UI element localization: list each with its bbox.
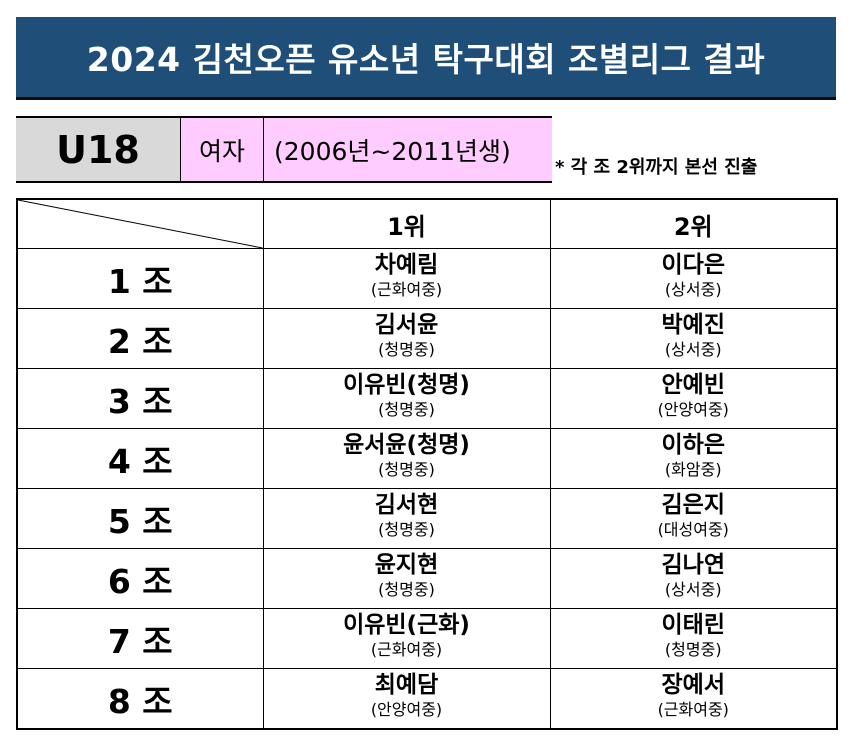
player-name: 김은지 bbox=[661, 492, 725, 518]
player-name: 김나연 bbox=[661, 552, 725, 578]
header-first-place: 1위 bbox=[262, 198, 551, 249]
player-name: 장예서 bbox=[661, 672, 725, 698]
table-row: 2 조 김서윤 (청명중) 박예진 (상서중) bbox=[16, 308, 838, 369]
table-row: 8 조 최예담 (안양여중) 장예서 (근화여중) bbox=[16, 668, 838, 730]
second-place-cell: 이태린 (청명중) bbox=[549, 608, 838, 669]
first-place-cell: 윤서윤(청명) (청명중) bbox=[262, 428, 551, 489]
first-place-cell: 차예림 (근화여중) bbox=[262, 248, 551, 309]
second-place-cell: 김나연 (상서중) bbox=[549, 548, 838, 609]
table-row: 1 조 차예림 (근화여중) 이다은 (상서중) bbox=[16, 248, 838, 309]
first-place-cell: 김서윤 (청명중) bbox=[262, 308, 551, 369]
player-name: 김서현 bbox=[374, 492, 439, 518]
player-name: 김서윤 bbox=[374, 312, 439, 338]
first-place-cell: 김서현 (청명중) bbox=[262, 488, 551, 549]
second-place-cell: 박예진 (상서중) bbox=[549, 308, 838, 369]
group-label: 7 조 bbox=[16, 608, 264, 669]
second-place-cell: 김은지 (대성여중) bbox=[549, 488, 838, 549]
header-second-place: 2위 bbox=[549, 198, 838, 249]
group-label: 2 조 bbox=[16, 308, 264, 369]
player-name: 이하은 bbox=[661, 432, 725, 458]
player-school: (청명중) bbox=[378, 520, 435, 539]
first-place-cell: 이유빈(근화) (근화여중) bbox=[262, 608, 551, 669]
category-row: U18 여자 (2006년~2011년생) bbox=[16, 116, 552, 183]
player-school: (안양여중) bbox=[657, 400, 729, 419]
table-row: 5 조 김서현 (청명중) 김은지 (대성여중) bbox=[16, 488, 838, 549]
table-row: 3 조 이유빈(청명) (청명중) 안예빈 (안양여중) bbox=[16, 368, 838, 429]
advancement-note: * 각 조 2위까지 본선 진출 bbox=[555, 157, 758, 178]
group-label: 1 조 bbox=[16, 248, 264, 309]
corner-cell bbox=[16, 198, 264, 249]
player-school: (안양여중) bbox=[370, 700, 443, 719]
player-name: 이유빈(청명) bbox=[343, 372, 470, 398]
header-row: 1위 2위 bbox=[16, 198, 838, 249]
player-name: 차예림 bbox=[374, 252, 439, 278]
category-years: (2006년~2011년생) bbox=[264, 118, 552, 181]
first-place-cell: 이유빈(청명) (청명중) bbox=[262, 368, 551, 429]
category-age: U18 bbox=[16, 118, 181, 181]
player-name: 박예진 bbox=[661, 312, 725, 338]
player-name: 이태린 bbox=[661, 612, 725, 638]
player-name: 윤서윤(청명) bbox=[343, 432, 470, 458]
player-school: (청명중) bbox=[378, 340, 435, 359]
player-name: 안예빈 bbox=[661, 372, 725, 398]
player-school: (청명중) bbox=[378, 400, 435, 419]
player-name: 윤지현 bbox=[374, 552, 439, 578]
group-label: 8 조 bbox=[16, 668, 264, 730]
group-label: 6 조 bbox=[16, 548, 264, 609]
second-place-cell: 이하은 (화암중) bbox=[549, 428, 838, 489]
player-name: 최예담 bbox=[374, 672, 439, 698]
player-school: (상서중) bbox=[664, 340, 722, 359]
player-school: (청명중) bbox=[378, 580, 435, 599]
player-school: (근화여중) bbox=[657, 700, 729, 719]
title-banner: 2024 김천오픈 유소년 탁구대회 조별리그 결과 bbox=[16, 17, 836, 100]
player-school: (상서중) bbox=[664, 280, 722, 299]
player-name: 이다은 bbox=[661, 252, 725, 278]
player-school: (상서중) bbox=[664, 580, 722, 599]
page-title: 2024 김천오픈 유소년 탁구대회 조별리그 결과 bbox=[86, 40, 766, 79]
player-name: 이유빈(근화) bbox=[343, 612, 470, 638]
second-place-cell: 장예서 (근화여중) bbox=[549, 668, 838, 730]
player-school: (근화여중) bbox=[370, 640, 443, 659]
table-row: 4 조 윤서윤(청명) (청명중) 이하은 (화암중) bbox=[16, 428, 838, 489]
player-school: (근화여중) bbox=[370, 280, 443, 299]
category-gender: 여자 bbox=[181, 118, 264, 181]
table-row: 7 조 이유빈(근화) (근화여중) 이태린 (청명중) bbox=[16, 608, 838, 669]
results-table: 1위 2위 1 조 차예림 (근화여중) 이다은 (상서중) 2 조 김서윤 (청명중… bbox=[16, 198, 838, 730]
second-place-cell: 안예빈 (안양여중) bbox=[549, 368, 838, 429]
group-label: 3 조 bbox=[16, 368, 264, 429]
group-label: 4 조 bbox=[16, 428, 264, 489]
player-school: (청명중) bbox=[664, 640, 722, 659]
diagonal-line bbox=[18, 200, 263, 248]
first-place-cell: 최예담 (안양여중) bbox=[262, 668, 551, 730]
second-place-cell: 이다은 (상서중) bbox=[549, 248, 838, 309]
player-school: (화암중) bbox=[664, 460, 722, 479]
player-school: (청명중) bbox=[378, 460, 435, 479]
first-place-cell: 윤지현 (청명중) bbox=[262, 548, 551, 609]
table-row: 6 조 윤지현 (청명중) 김나연 (상서중) bbox=[16, 548, 838, 609]
player-school: (대성여중) bbox=[657, 520, 729, 539]
group-label: 5 조 bbox=[16, 488, 264, 549]
